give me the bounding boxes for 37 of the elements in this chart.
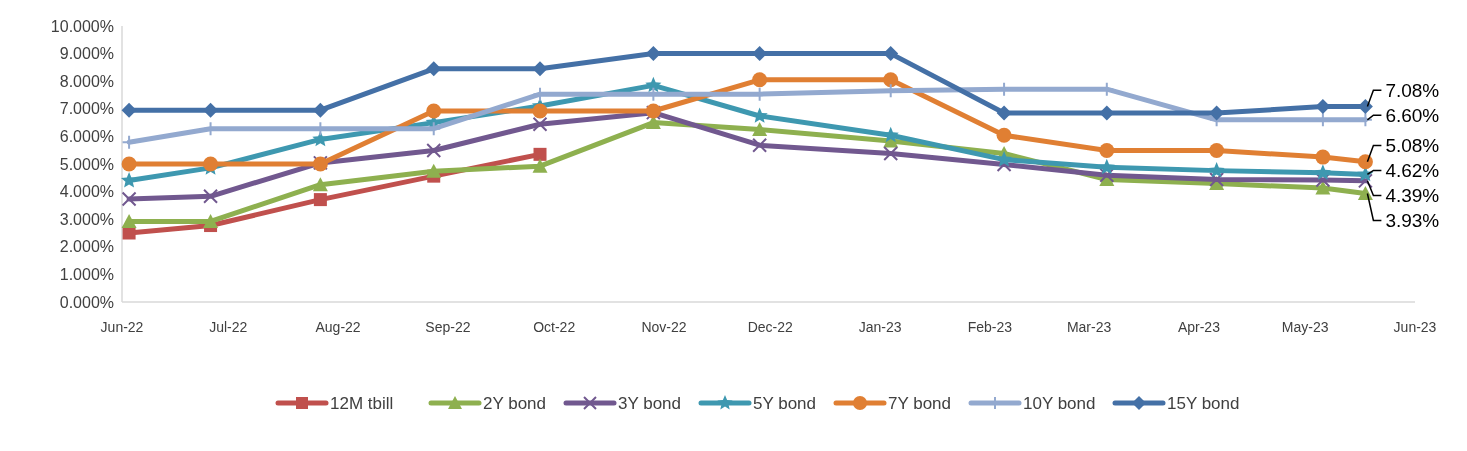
y-tick-label: 8.000% [59, 72, 114, 90]
y-tick-label: 6.000% [59, 128, 114, 145]
x-tick-label: Nov-22 [641, 319, 687, 335]
y-tick-label: 0.000% [59, 293, 114, 311]
x-tick-label: Sep-22 [425, 319, 471, 335]
data-label: 7.08% [1385, 79, 1440, 101]
y-tick-label: 10.000% [50, 17, 114, 35]
legend-label: 3Y bond [618, 393, 682, 413]
legend-label: 10Y bond [1023, 393, 1096, 413]
data-label: 4.62% [1385, 160, 1440, 182]
data-label: 6.60% [1385, 104, 1440, 126]
legend-label: 7Y bond [888, 393, 952, 413]
y-tick-label: 2.000% [59, 238, 114, 256]
x-tick-label: Dec-22 [747, 319, 794, 335]
data-label: 3.93% [1385, 210, 1440, 232]
x-tick-label: Oct-22 [533, 319, 576, 335]
legend-label: 12M tbill [330, 393, 394, 413]
y-tick-label: 3.000% [59, 210, 114, 228]
legend-label: 15Y bond [1167, 393, 1240, 413]
x-tick-label: Jun-22 [100, 319, 144, 335]
legend-label: 2Y bond [483, 393, 547, 413]
y-tick-label: 7.000% [59, 100, 114, 118]
y-tick-label: 4.000% [59, 183, 114, 201]
x-tick-label: Feb-23 [967, 319, 1013, 335]
x-tick-label: May-23 [1281, 319, 1329, 335]
x-tick-label: Jul-22 [209, 319, 248, 335]
y-tick-label: 5.000% [59, 155, 114, 173]
x-tick-label: Jan-23 [858, 319, 902, 335]
data-label: 5.08% [1385, 135, 1440, 157]
data-label: 4.39% [1385, 185, 1440, 207]
y-tick-label: 9.000% [59, 45, 114, 63]
x-tick-label: Jun-23 [1393, 319, 1437, 335]
legend-label: 5Y bond [753, 393, 817, 413]
y-tick-label: 1.000% [59, 266, 114, 283]
x-tick-label: Mar-23 [1066, 319, 1112, 335]
x-tick-label: Apr-23 [1177, 319, 1221, 335]
x-tick-label: Aug-22 [315, 319, 361, 335]
